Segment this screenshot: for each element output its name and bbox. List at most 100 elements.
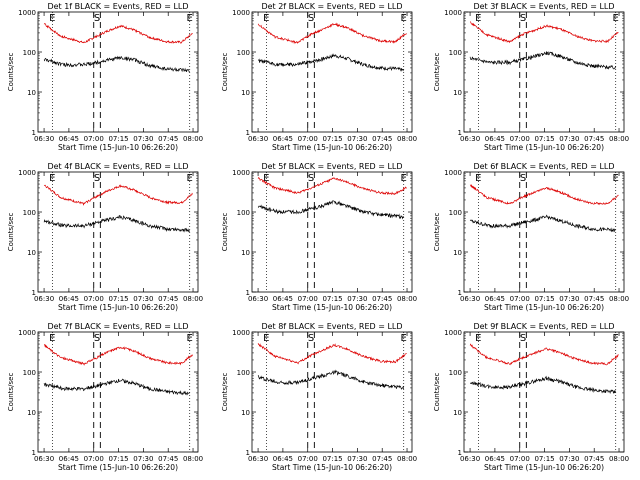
marker-label-s: S bbox=[308, 333, 314, 344]
marker-label-e-right: E bbox=[613, 333, 619, 344]
x-tick-label: 08:00 bbox=[609, 135, 629, 143]
chart-title: Det 8f BLACK = Events, RED = LLD bbox=[261, 322, 402, 331]
x-tick-label: 07:15 bbox=[534, 455, 554, 463]
y-tick-label: 1 bbox=[458, 289, 462, 297]
y-tick-label: 1 bbox=[246, 449, 250, 457]
y-tick-label: 100 bbox=[237, 369, 250, 377]
x-tick-label: 08:00 bbox=[397, 295, 417, 303]
marker-label-s: S bbox=[308, 173, 314, 184]
chart-panel-4: Det 4f BLACK = Events, RED = LLD 1 10 100 10… bbox=[7, 162, 203, 312]
series-line-events bbox=[258, 53, 404, 72]
x-tick-label: 06:45 bbox=[273, 455, 293, 463]
y-tick-label: 1 bbox=[246, 289, 250, 297]
y-tick-label: 1000 bbox=[444, 9, 462, 17]
x-tick-label: 06:45 bbox=[273, 295, 293, 303]
chart-title: Det 1f BLACK = Events, RED = LLD bbox=[47, 2, 188, 11]
y-tick-label: 100 bbox=[23, 209, 36, 217]
series-line-lld bbox=[43, 23, 193, 45]
x-tick-label: 06:30 bbox=[34, 295, 54, 303]
y-tick-label: 1000 bbox=[444, 169, 462, 177]
x-tick-label: 07:45 bbox=[158, 135, 178, 143]
x-tick-label: 06:45 bbox=[485, 295, 505, 303]
x-tick-label: 06:30 bbox=[248, 135, 268, 143]
marker-label-s: S bbox=[520, 173, 526, 184]
marker-label-e-right: E bbox=[187, 173, 193, 184]
series-line-lld bbox=[257, 177, 407, 196]
x-tick-label: 06:30 bbox=[34, 455, 54, 463]
x-tick-label: 07:30 bbox=[559, 135, 579, 143]
x-tick-label: 07:30 bbox=[559, 295, 579, 303]
marker-label-e-right: E bbox=[187, 333, 193, 344]
y-axis-label: Counts/sec bbox=[221, 53, 229, 92]
series-line-events bbox=[43, 214, 190, 233]
y-tick-label: 1 bbox=[32, 129, 36, 137]
plot-frame bbox=[251, 171, 413, 293]
x-tick-label: 08:00 bbox=[397, 135, 417, 143]
x-tick-label: 07:15 bbox=[322, 295, 342, 303]
x-tick-label: 07:00 bbox=[510, 455, 530, 463]
x-tick-label: 07:00 bbox=[84, 455, 104, 463]
x-tick-label: 07:30 bbox=[347, 295, 367, 303]
marker-label-e-right: E bbox=[613, 173, 619, 184]
x-tick-label: 07:45 bbox=[372, 455, 392, 463]
x-tick-label: 07:45 bbox=[158, 295, 178, 303]
x-tick-label: 07:30 bbox=[347, 135, 367, 143]
chart-title: Det 3f BLACK = Events, RED = LLD bbox=[473, 2, 614, 11]
x-axis-label: Start Time (15-Jun-10 06:26:20) bbox=[58, 463, 178, 472]
series-line-lld bbox=[469, 21, 619, 44]
marker-label-e-left: E bbox=[475, 173, 481, 184]
y-tick-label: 1 bbox=[246, 129, 250, 137]
marker-label-s: S bbox=[520, 333, 526, 344]
marker-label-e-left: E bbox=[49, 173, 55, 184]
y-tick-label: 1000 bbox=[232, 329, 250, 337]
y-axis-label: Counts/sec bbox=[7, 53, 15, 92]
x-tick-label: 06:45 bbox=[59, 295, 79, 303]
x-tick-label: 07:30 bbox=[133, 295, 153, 303]
x-tick-label: 06:30 bbox=[460, 135, 480, 143]
marker-label-e-right: E bbox=[613, 13, 619, 24]
x-tick-label: 07:30 bbox=[133, 455, 153, 463]
y-tick-label: 100 bbox=[237, 209, 250, 217]
x-tick-label: 07:00 bbox=[510, 135, 530, 143]
y-axis-label: Counts/sec bbox=[7, 213, 15, 252]
marker-label-e-left: E bbox=[475, 13, 481, 24]
y-tick-label: 1000 bbox=[18, 169, 36, 177]
y-tick-label: 10 bbox=[241, 89, 250, 97]
y-tick-label: 100 bbox=[237, 49, 250, 57]
y-axis-label: Counts/sec bbox=[221, 373, 229, 412]
x-tick-label: 06:30 bbox=[248, 295, 268, 303]
y-tick-label: 100 bbox=[449, 49, 462, 57]
x-tick-label: 07:00 bbox=[298, 295, 318, 303]
x-tick-label: 06:30 bbox=[248, 455, 268, 463]
x-tick-label: 07:00 bbox=[84, 135, 104, 143]
y-axis-label: Counts/sec bbox=[433, 53, 441, 92]
x-tick-label: 08:00 bbox=[183, 455, 203, 463]
series-line-lld bbox=[257, 342, 407, 365]
marker-label-e-left: E bbox=[49, 13, 55, 24]
x-tick-label: 07:15 bbox=[534, 135, 554, 143]
x-axis-label: Start Time (15-Jun-10 06:26:20) bbox=[484, 303, 604, 312]
x-tick-label: 07:45 bbox=[584, 455, 604, 463]
y-tick-label: 1000 bbox=[232, 169, 250, 177]
y-tick-label: 10 bbox=[453, 249, 462, 257]
chart-panel-1: Det 1f BLACK = Events, RED = LLD 1 10 100 10… bbox=[7, 2, 203, 152]
y-tick-label: 100 bbox=[449, 369, 462, 377]
x-tick-label: 07:30 bbox=[347, 455, 367, 463]
y-tick-label: 1 bbox=[458, 449, 462, 457]
marker-label-e-left: E bbox=[263, 333, 269, 344]
x-tick-label: 07:15 bbox=[108, 135, 128, 143]
chart-title: Det 4f BLACK = Events, RED = LLD bbox=[47, 162, 188, 171]
marker-label-s: S bbox=[94, 173, 100, 184]
y-axis-label: Counts/sec bbox=[433, 213, 441, 252]
x-tick-label: 07:15 bbox=[322, 135, 342, 143]
x-tick-label: 08:00 bbox=[609, 295, 629, 303]
x-tick-label: 07:45 bbox=[372, 135, 392, 143]
marker-label-s: S bbox=[520, 13, 526, 24]
plot-frame bbox=[463, 331, 625, 453]
x-tick-label: 07:00 bbox=[84, 295, 104, 303]
x-tick-label: 07:15 bbox=[108, 455, 128, 463]
series-line-events bbox=[257, 369, 404, 390]
x-axis-label: Start Time (15-Jun-10 06:26:20) bbox=[484, 143, 604, 152]
chart-title: Det 5f BLACK = Events, RED = LLD bbox=[261, 162, 402, 171]
